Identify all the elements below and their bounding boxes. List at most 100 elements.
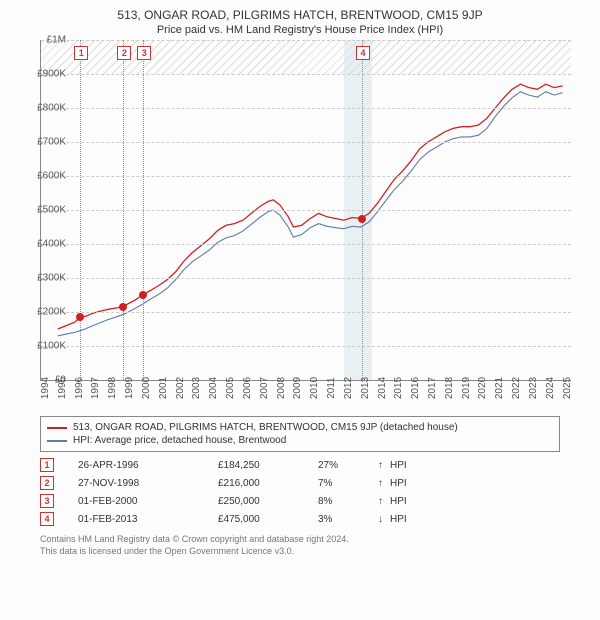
sales-price: £475,000 bbox=[218, 514, 318, 525]
sales-row: 4 01-FEB-2013£475,0003%↓HPI bbox=[40, 510, 560, 528]
sales-index: 3 bbox=[40, 494, 54, 508]
y-gridline bbox=[41, 244, 571, 245]
x-tick-label: 1997 bbox=[90, 377, 101, 399]
y-gridline bbox=[41, 108, 571, 109]
x-tick-label: 2021 bbox=[494, 377, 505, 399]
x-tick-label: 2020 bbox=[477, 377, 488, 399]
legend-item: 513, ONGAR ROAD, PILGRIMS HATCH, BRENTWO… bbox=[47, 421, 553, 434]
sales-index: 4 bbox=[40, 512, 54, 526]
y-tick-label: £800K bbox=[26, 103, 66, 114]
x-tick-label: 2018 bbox=[444, 377, 455, 399]
sale-marker-dot bbox=[119, 303, 127, 311]
sales-row: 3 01-FEB-2000£250,0008%↑HPI bbox=[40, 492, 560, 510]
legend-swatch bbox=[47, 427, 67, 429]
sale-marker-index: 3 bbox=[137, 46, 151, 60]
x-tick-label: 2019 bbox=[461, 377, 472, 399]
sales-vs-label: HPI bbox=[390, 514, 407, 525]
sales-price: £250,000 bbox=[218, 496, 318, 507]
sales-price: £184,250 bbox=[218, 460, 318, 471]
sales-direction-icon: ↑ bbox=[378, 478, 390, 489]
sales-index: 2 bbox=[40, 476, 54, 490]
x-tick-label: 2024 bbox=[545, 377, 556, 399]
x-tick-label: 2008 bbox=[276, 377, 287, 399]
x-tick-label: 1996 bbox=[74, 377, 85, 399]
y-gridline bbox=[41, 312, 571, 313]
sale-marker-dot bbox=[139, 291, 147, 299]
x-tick-label: 1994 bbox=[40, 377, 51, 399]
x-tick-label: 2000 bbox=[141, 377, 152, 399]
x-tick-label: 2022 bbox=[511, 377, 522, 399]
y-tick-label: £600K bbox=[26, 171, 66, 182]
sales-index: 1 bbox=[40, 458, 54, 472]
sale-marker-index: 2 bbox=[117, 46, 131, 60]
sales-date: 27-NOV-1998 bbox=[78, 478, 218, 489]
x-tick-label: 2006 bbox=[242, 377, 253, 399]
y-tick-label: £200K bbox=[26, 307, 66, 318]
chart-title: 513, ONGAR ROAD, PILGRIMS HATCH, BRENTWO… bbox=[0, 0, 600, 22]
x-tick-label: 2007 bbox=[259, 377, 270, 399]
footer-line-2: This data is licensed under the Open Gov… bbox=[40, 546, 560, 558]
x-tick-label: 2003 bbox=[191, 377, 202, 399]
sale-marker-index: 4 bbox=[356, 46, 370, 60]
x-tick-label: 2011 bbox=[326, 377, 337, 399]
sales-price: £216,000 bbox=[218, 478, 318, 489]
x-tick-label: 2017 bbox=[427, 377, 438, 399]
y-gridline bbox=[41, 346, 571, 347]
x-tick-label: 2013 bbox=[360, 377, 371, 399]
sales-date: 01-FEB-2013 bbox=[78, 514, 218, 525]
sale-marker-dot bbox=[76, 313, 84, 321]
legend-item: HPI: Average price, detached house, Bren… bbox=[47, 434, 553, 447]
y-tick-label: £400K bbox=[26, 239, 66, 250]
x-tick-label: 1998 bbox=[107, 377, 118, 399]
sales-vs-label: HPI bbox=[390, 496, 407, 507]
y-gridline bbox=[41, 142, 571, 143]
series-line-property bbox=[58, 84, 563, 329]
x-tick-label: 2025 bbox=[562, 377, 573, 399]
sales-pct: 3% bbox=[318, 514, 378, 525]
plot-region: 1 23 4 bbox=[40, 40, 571, 381]
y-tick-label: £100K bbox=[26, 341, 66, 352]
sales-direction-icon: ↑ bbox=[378, 460, 390, 471]
sale-marker-dot bbox=[358, 215, 366, 223]
y-tick-label: £700K bbox=[26, 137, 66, 148]
y-tick-label: £500K bbox=[26, 205, 66, 216]
chart-area: 1234 £0£100K£200K£300K£400K£500K£600K£70… bbox=[40, 40, 600, 410]
x-tick-label: 2016 bbox=[410, 377, 421, 399]
sale-marker-index: 1 bbox=[74, 46, 88, 60]
x-tick-label: 2014 bbox=[377, 377, 388, 399]
y-gridline bbox=[41, 40, 571, 41]
y-gridline bbox=[41, 210, 571, 211]
x-tick-label: 2004 bbox=[208, 377, 219, 399]
footer-attribution: Contains HM Land Registry data © Crown c… bbox=[40, 534, 560, 557]
x-tick-label: 2002 bbox=[175, 377, 186, 399]
y-tick-label: £1M bbox=[26, 35, 66, 46]
x-tick-label: 1995 bbox=[57, 377, 68, 399]
x-tick-label: 2005 bbox=[225, 377, 236, 399]
legend-swatch bbox=[47, 440, 67, 442]
x-tick-label: 2015 bbox=[393, 377, 404, 399]
y-tick-label: £900K bbox=[26, 69, 66, 80]
x-tick-label: 2012 bbox=[343, 377, 354, 399]
sales-date: 01-FEB-2000 bbox=[78, 496, 218, 507]
sales-pct: 7% bbox=[318, 478, 378, 489]
x-tick-label: 2023 bbox=[528, 377, 539, 399]
legend-label: 513, ONGAR ROAD, PILGRIMS HATCH, BRENTWO… bbox=[73, 422, 458, 433]
sales-table: 126-APR-1996£184,25027%↑HPI227-NOV-1998£… bbox=[40, 456, 560, 528]
sales-direction-icon: ↓ bbox=[378, 514, 390, 525]
sales-direction-icon: ↑ bbox=[378, 496, 390, 507]
y-gridline bbox=[41, 278, 571, 279]
sales-vs-label: HPI bbox=[390, 478, 407, 489]
sales-date: 26-APR-1996 bbox=[78, 460, 218, 471]
x-tick-label: 2009 bbox=[292, 377, 303, 399]
sales-pct: 8% bbox=[318, 496, 378, 507]
y-gridline bbox=[41, 74, 571, 75]
chart-subtitle: Price paid vs. HM Land Registry's House … bbox=[0, 22, 600, 40]
x-tick-label: 2010 bbox=[309, 377, 320, 399]
footer-line-1: Contains HM Land Registry data © Crown c… bbox=[40, 534, 560, 546]
sales-vs-label: HPI bbox=[390, 460, 407, 471]
x-tick-label: 2001 bbox=[158, 377, 169, 399]
sales-row: 2 27-NOV-1998£216,0007%↑HPI bbox=[40, 474, 560, 492]
sales-row: 126-APR-1996£184,25027%↑HPI bbox=[40, 456, 560, 474]
y-tick-label: £300K bbox=[26, 273, 66, 284]
series-line-hpi bbox=[58, 92, 563, 336]
